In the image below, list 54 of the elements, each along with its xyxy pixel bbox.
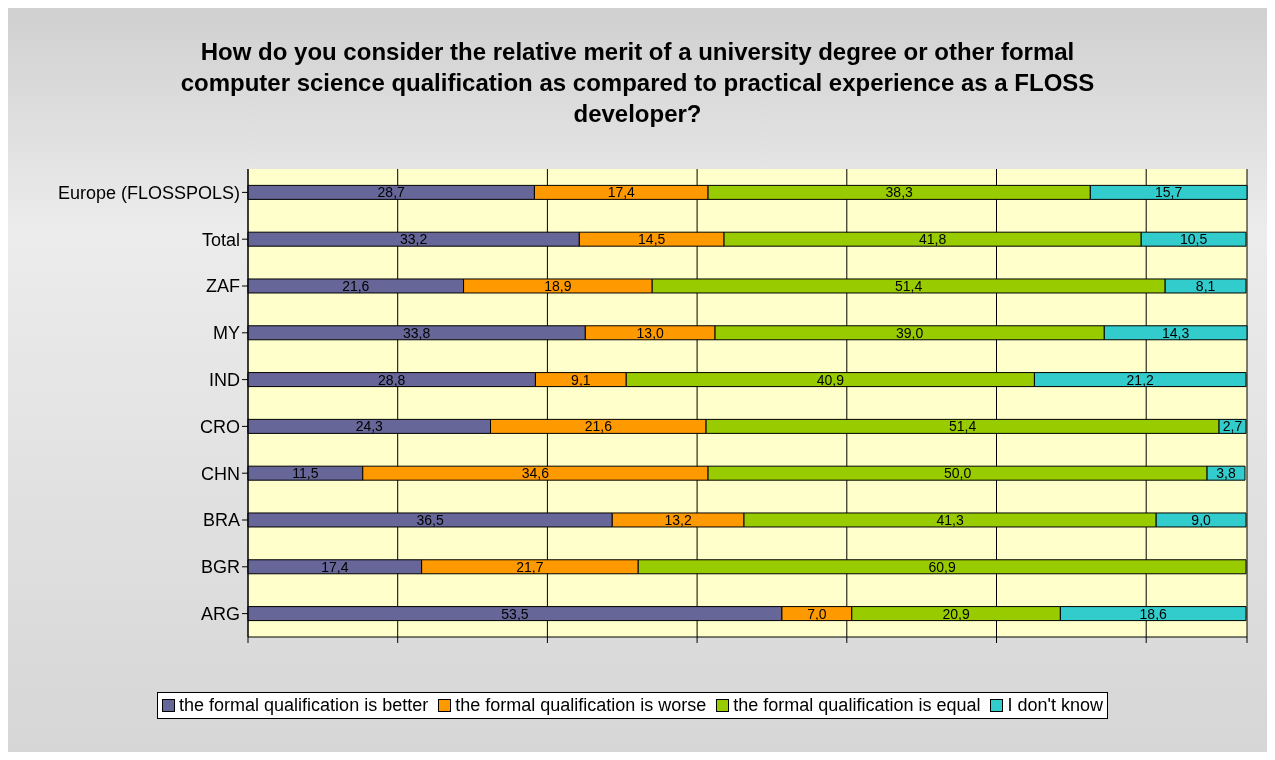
y-tick-label: Europe (FLOSSPOLS) — [57, 182, 240, 203]
data-label: 14,5 — [638, 231, 666, 248]
data-label: 36,5 — [416, 511, 444, 528]
data-label: 9,0 — [1191, 511, 1212, 528]
data-label: 40,9 — [816, 371, 845, 388]
y-tick-label: IND — [209, 369, 240, 390]
data-label: 10,5 — [1179, 231, 1208, 248]
data-label: 51,4 — [948, 418, 977, 435]
data-label: 51,4 — [895, 277, 923, 294]
data-label: 8,1 — [1195, 277, 1216, 294]
y-tick-label: BGR — [200, 557, 240, 578]
data-label: 18,9 — [544, 277, 572, 294]
data-label: 13,0 — [636, 324, 665, 341]
data-label: 28,8 — [378, 371, 406, 388]
y-tick-label: MY — [213, 323, 240, 344]
legend-label: I don't know — [1006, 695, 1103, 716]
data-label: 3,8 — [1216, 465, 1236, 482]
y-tick-label: CHN — [201, 463, 240, 484]
data-label: 21,7 — [516, 558, 544, 575]
data-label: 13,2 — [664, 511, 692, 528]
data-label: 39,0 — [896, 324, 924, 341]
legend-label: the formal qualification is worse — [454, 695, 707, 716]
data-label: 21,2 — [1126, 371, 1155, 388]
legend-label: the formal qualification is equal — [732, 695, 981, 716]
data-label: 34,6 — [521, 465, 550, 482]
data-label: 17,4 — [321, 558, 349, 575]
y-tick-label: ZAF — [206, 276, 240, 297]
data-label: 50,0 — [943, 465, 972, 482]
legend-label: the formal qualification is better — [178, 695, 429, 716]
data-label: 14,3 — [1162, 324, 1190, 341]
data-label: 7,0 — [807, 605, 827, 622]
data-label: 41,8 — [919, 231, 947, 248]
data-label: 21,6 — [342, 277, 370, 294]
y-tick-label: Total — [201, 229, 240, 250]
data-label: 24,3 — [355, 418, 384, 435]
data-label: 28,7 — [377, 184, 406, 201]
data-label: 15,7 — [1155, 184, 1183, 201]
y-tick-label: CRO — [200, 416, 240, 437]
data-label: 33,2 — [400, 231, 428, 248]
data-label: 21,6 — [584, 418, 613, 435]
data-label: 38,3 — [885, 184, 914, 201]
data-label: 53,5 — [501, 605, 529, 622]
data-label: 17,4 — [607, 184, 636, 201]
data-label: 11,5 — [292, 465, 319, 482]
data-label: 18,6 — [1139, 605, 1168, 622]
chart-title: How do you consider the relative merit of a university degree or other formal computer science qualification as compared to practical experience as a FLOSS developer? — [179, 37, 1096, 129]
y-tick-label: ARG — [200, 603, 240, 624]
y-tick-label: BRA — [202, 510, 240, 531]
data-label: 41,3 — [936, 511, 964, 528]
data-label: 33,8 — [403, 324, 431, 341]
data-label: 60,9 — [928, 558, 956, 575]
data-label: 20,9 — [942, 605, 970, 622]
data-label: 2,7 — [1222, 418, 1243, 435]
data-label: 9,1 — [571, 371, 591, 388]
